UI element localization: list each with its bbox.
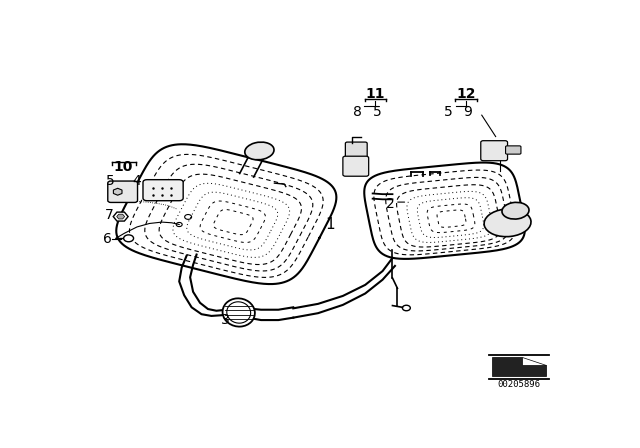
FancyBboxPatch shape: [346, 142, 367, 159]
Text: 8: 8: [353, 105, 362, 119]
FancyBboxPatch shape: [108, 181, 138, 202]
Text: 11: 11: [365, 87, 385, 101]
FancyBboxPatch shape: [143, 180, 183, 201]
FancyBboxPatch shape: [506, 146, 521, 154]
Ellipse shape: [484, 209, 531, 237]
Text: 5: 5: [444, 105, 453, 119]
Text: 9: 9: [463, 105, 472, 119]
Text: 1: 1: [326, 217, 335, 232]
Text: 12: 12: [456, 87, 476, 101]
Ellipse shape: [502, 202, 529, 219]
Text: 6: 6: [103, 233, 112, 246]
Text: 00205896: 00205896: [497, 380, 540, 389]
FancyBboxPatch shape: [481, 141, 508, 161]
Text: 7: 7: [104, 208, 113, 222]
Polygon shape: [364, 163, 525, 259]
Polygon shape: [492, 357, 547, 375]
Text: 10: 10: [113, 160, 133, 174]
Text: 5: 5: [373, 105, 382, 119]
Text: 2: 2: [386, 197, 394, 211]
Polygon shape: [116, 144, 337, 284]
Ellipse shape: [244, 142, 274, 160]
Ellipse shape: [223, 298, 255, 327]
Text: 4: 4: [132, 174, 141, 188]
FancyBboxPatch shape: [343, 156, 369, 176]
Polygon shape: [522, 357, 547, 365]
Text: 5: 5: [106, 174, 115, 188]
Text: 3: 3: [221, 313, 230, 327]
Circle shape: [124, 235, 134, 242]
